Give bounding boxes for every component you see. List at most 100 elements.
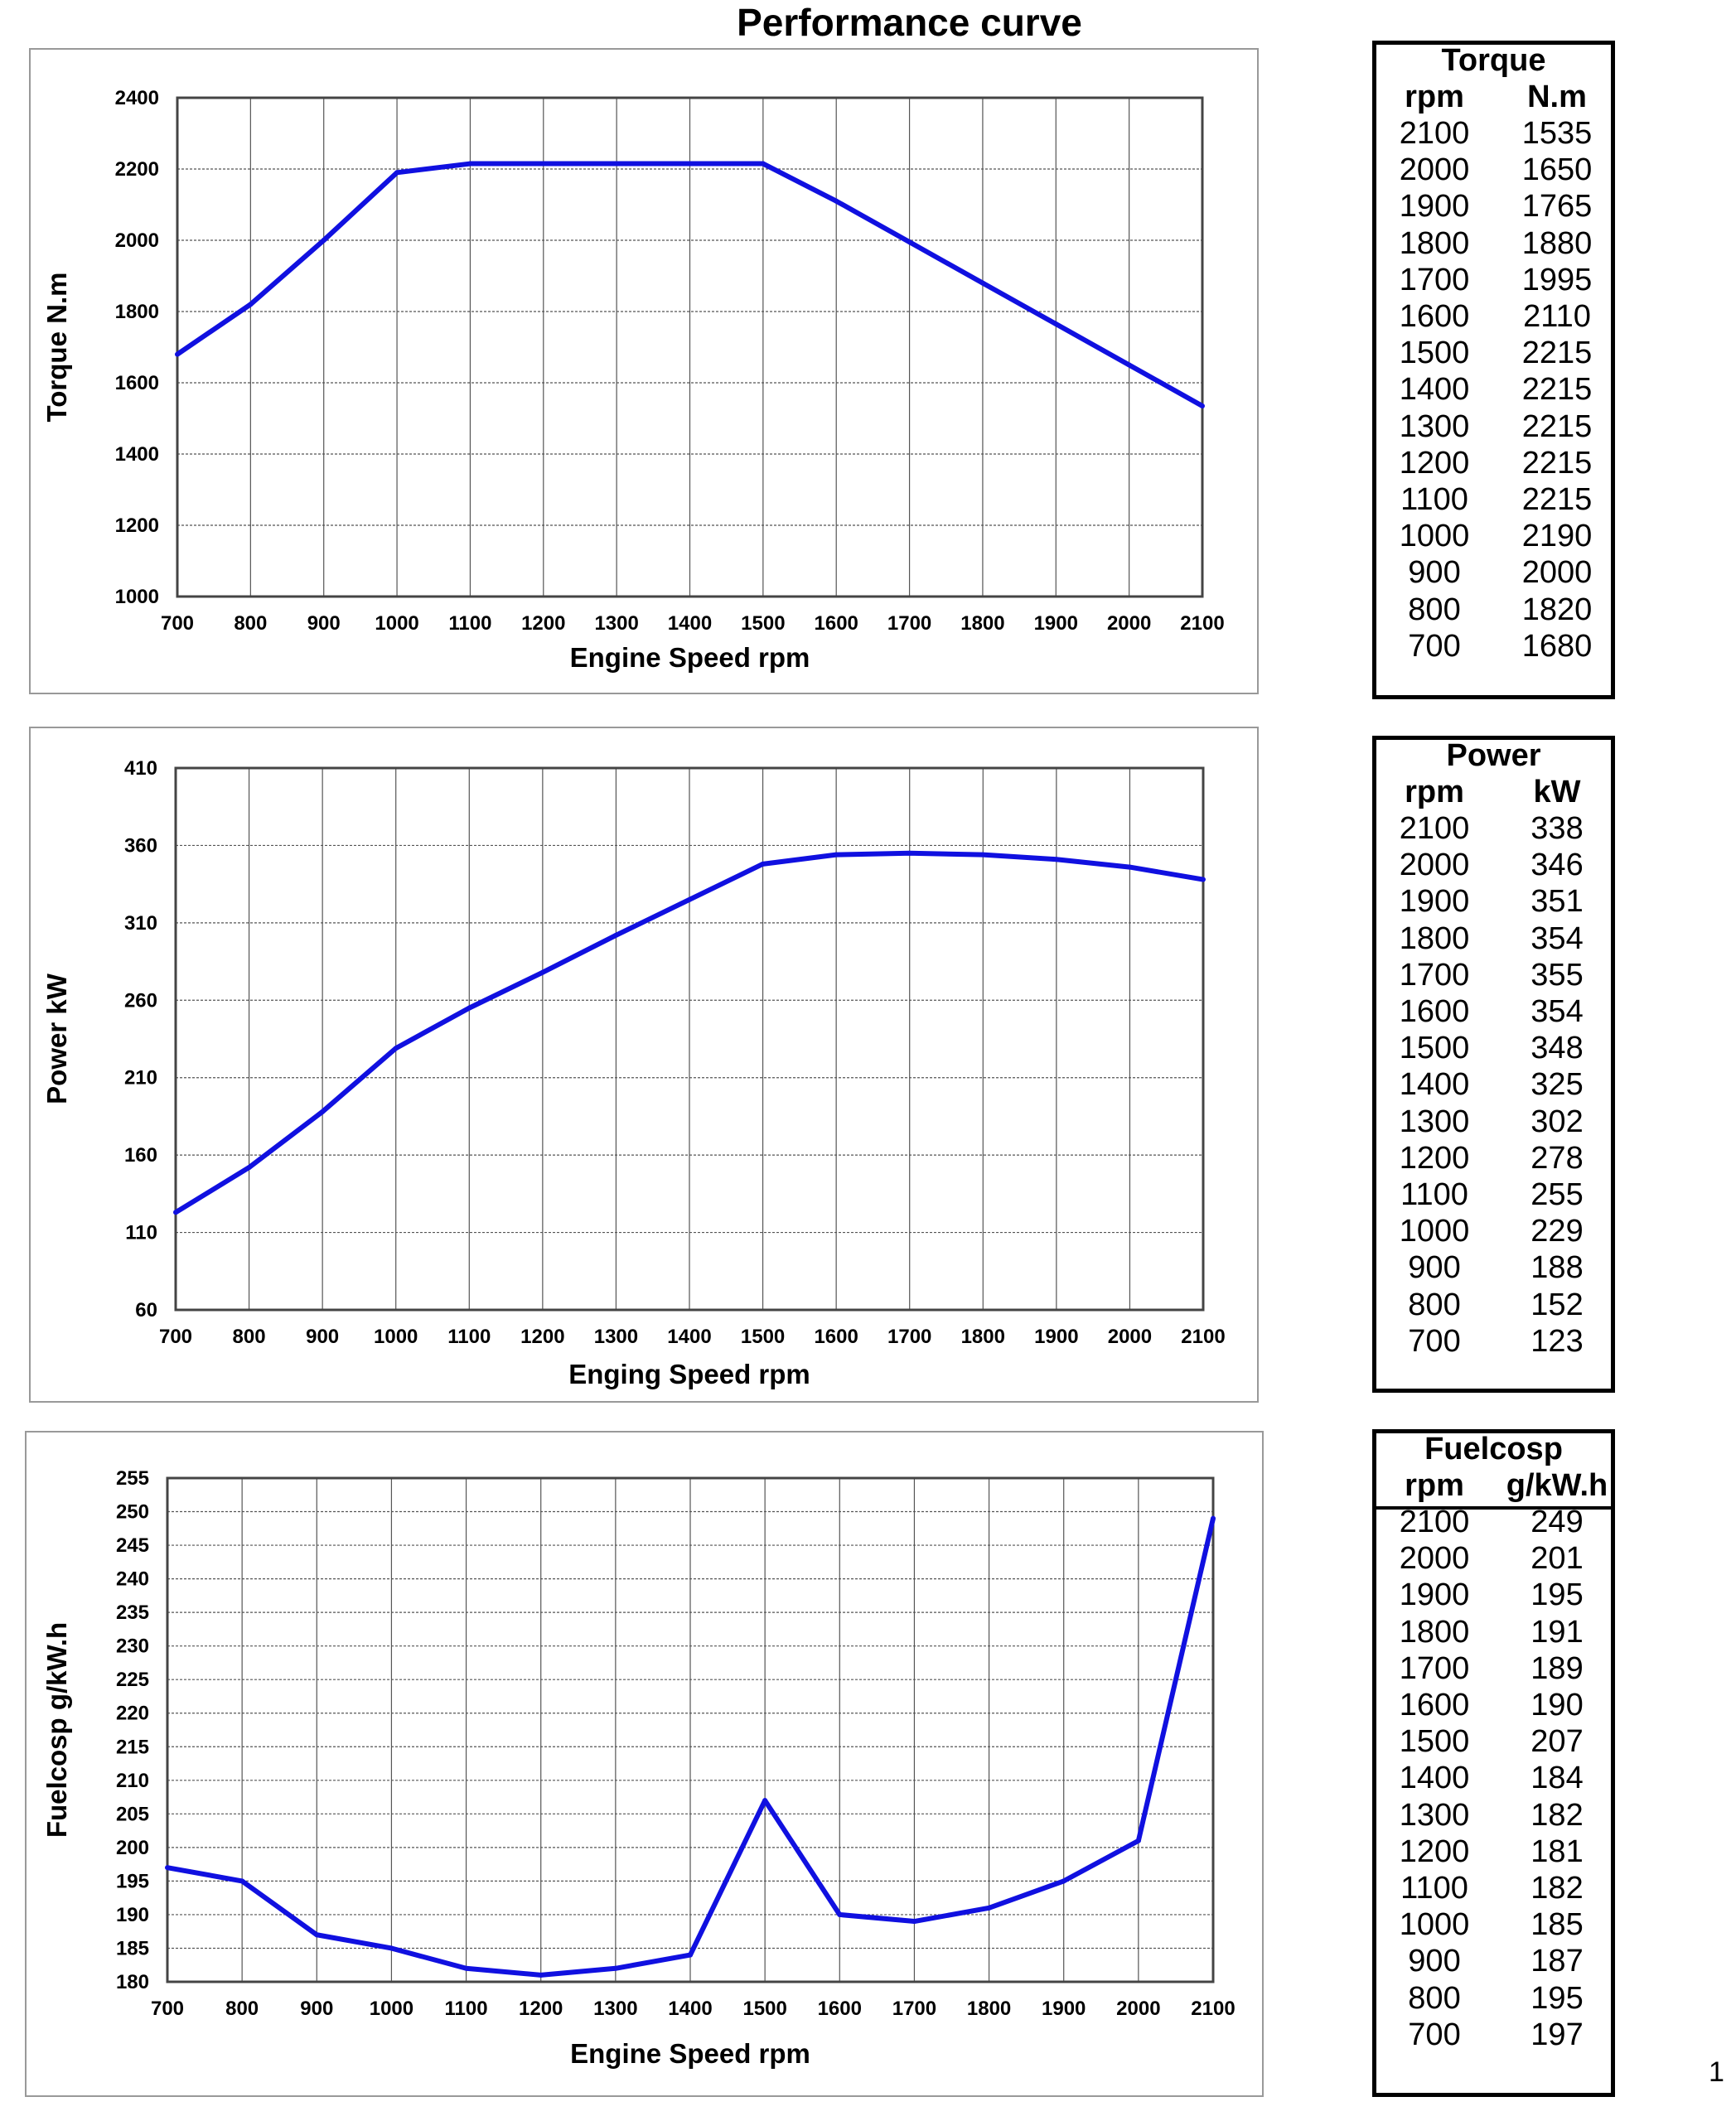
x-tick-label: 1500: [741, 612, 785, 635]
header-divider: [1376, 1506, 1611, 1510]
data-point: [1126, 362, 1132, 368]
data-point: [979, 280, 985, 286]
table-cell: 1700: [1399, 262, 1470, 297]
data-point: [173, 1210, 178, 1215]
x-tick-label: 800: [233, 1326, 266, 1348]
data-point: [246, 1165, 252, 1171]
table-cell: 1800: [1399, 1614, 1470, 1650]
table-cell: 338: [1530, 811, 1584, 846]
fuel-chart: 700 800 900 1000 1100 1200 1300 1400 1500 1600 170…: [25, 1431, 1264, 2097]
table-cell: 800: [1408, 1980, 1461, 2016]
table-cell: 1200: [1399, 445, 1470, 481]
table-cell: 1200: [1399, 1140, 1470, 1176]
x-tick-label: 1300: [594, 612, 638, 635]
data-point: [614, 161, 620, 167]
table-cell: 1900: [1399, 189, 1470, 225]
table-cell: 1000: [1399, 1214, 1470, 1249]
x-tick-label: 1500: [742, 1998, 786, 2020]
x-tick-label: 1000: [370, 1998, 413, 2020]
table-cell: 1700: [1399, 957, 1470, 993]
table-cell: 1100: [1400, 1177, 1468, 1212]
table-cell: 2215: [1521, 372, 1593, 408]
data-point: [1211, 1515, 1216, 1521]
data-point: [760, 861, 766, 867]
x-tick-label: 2000: [1107, 612, 1151, 635]
table-cell: 354: [1530, 920, 1584, 956]
table-cell: 152: [1530, 1287, 1584, 1322]
x-tick-label: 1700: [887, 612, 931, 635]
data-point: [539, 969, 545, 975]
y-tick-label: 110: [125, 1222, 157, 1244]
table-cell: 900: [1408, 1250, 1461, 1286]
x-tick-label: 1400: [667, 1326, 711, 1348]
power-chart: 700 800 900 1000 1100 1200 1300 1400 1500 1600 170…: [29, 727, 1259, 1403]
table-header: rpm: [1405, 1468, 1464, 1503]
x-tick-label: 1600: [818, 1998, 862, 2020]
table-cell: 1300: [1399, 408, 1470, 444]
y-tick-label: 160: [124, 1144, 157, 1167]
plot-area: [176, 96, 1204, 598]
table-cell: 2215: [1521, 482, 1593, 517]
table-cell: 1800: [1399, 920, 1470, 956]
table-cell: 1535: [1521, 116, 1593, 151]
table-cell: 2000: [1521, 555, 1593, 591]
x-tick-label: 2100: [1180, 612, 1224, 635]
table-cell: 900: [1408, 1944, 1461, 1979]
data-point: [762, 1798, 768, 1804]
data-point: [688, 1952, 693, 1958]
table-cell: 2100: [1399, 811, 1470, 846]
table-cell: 1100: [1400, 1871, 1468, 1906]
fuelcosp-table: Fuelcosp rpm g/kW.h 2100 249 2000 201 1900 195 18…: [1372, 1429, 1615, 2097]
table-cell: 195: [1530, 1577, 1584, 1613]
y-tick-label: 190: [116, 1904, 149, 1926]
y-tick-label: 195: [116, 1870, 149, 1892]
y-tick-label: 1800: [115, 301, 159, 323]
power-table: Power rpm kW 2100 338 2000 346 1900 351 1800 354 17…: [1372, 736, 1615, 1393]
table-cell: 182: [1530, 1797, 1584, 1833]
table-header: N.m: [1527, 80, 1587, 114]
table-cell: 2215: [1521, 336, 1593, 371]
data-point: [538, 1972, 544, 1978]
data-point: [837, 1911, 843, 1917]
data-point: [907, 850, 912, 856]
table-cell: 1680: [1521, 628, 1593, 664]
table-cell: 249: [1530, 1505, 1584, 1539]
chart-frame: [29, 48, 1259, 694]
y-tick-label: 220: [116, 1703, 149, 1725]
x-axis-title: Engine Speed rpm: [570, 642, 810, 673]
table-cell: 800: [1408, 592, 1461, 627]
table-cell: 1500: [1399, 1031, 1470, 1066]
x-tick-label: 1100: [445, 1998, 488, 2020]
table-cell: 229: [1530, 1214, 1584, 1249]
table-cell: 1900: [1399, 884, 1470, 920]
table-cell: 1995: [1521, 262, 1593, 297]
table-cell: 185: [1530, 1907, 1584, 1943]
table-cell: 2000: [1399, 1541, 1470, 1577]
table-cell: 191: [1530, 1614, 1584, 1650]
data-point: [393, 1046, 399, 1051]
table-cell: 1800: [1399, 225, 1470, 261]
table-cell: 123: [1530, 1323, 1584, 1359]
table-cell: 700: [1408, 2017, 1461, 2052]
x-tick-label: 700: [161, 612, 194, 635]
data-point: [1201, 877, 1206, 882]
y-tick-label: 310: [124, 912, 157, 935]
chart-frame: [25, 1431, 1264, 2097]
y-tick-label: 205: [116, 1803, 149, 1825]
table-cell: 182: [1530, 1871, 1584, 1906]
y-tick-label: 2200: [115, 158, 159, 181]
x-tick-label: 1800: [960, 612, 1004, 635]
x-tick-label: 700: [159, 1326, 192, 1348]
y-tick-label: 2400: [115, 87, 159, 109]
table-cell: 1820: [1521, 592, 1593, 627]
y-axis-title: Fuelcosp g/kW.h: [41, 1622, 72, 1838]
table-cell: 1600: [1399, 1688, 1470, 1722]
table-cell: 1400: [1399, 1761, 1470, 1796]
x-tick-label: 1400: [668, 1998, 712, 2020]
table-cell: 2190: [1521, 519, 1593, 554]
table-header: rpm: [1405, 80, 1464, 114]
y-tick-label: 230: [116, 1635, 149, 1658]
data-point: [1127, 864, 1133, 870]
y-tick-label: 235: [116, 1602, 149, 1624]
